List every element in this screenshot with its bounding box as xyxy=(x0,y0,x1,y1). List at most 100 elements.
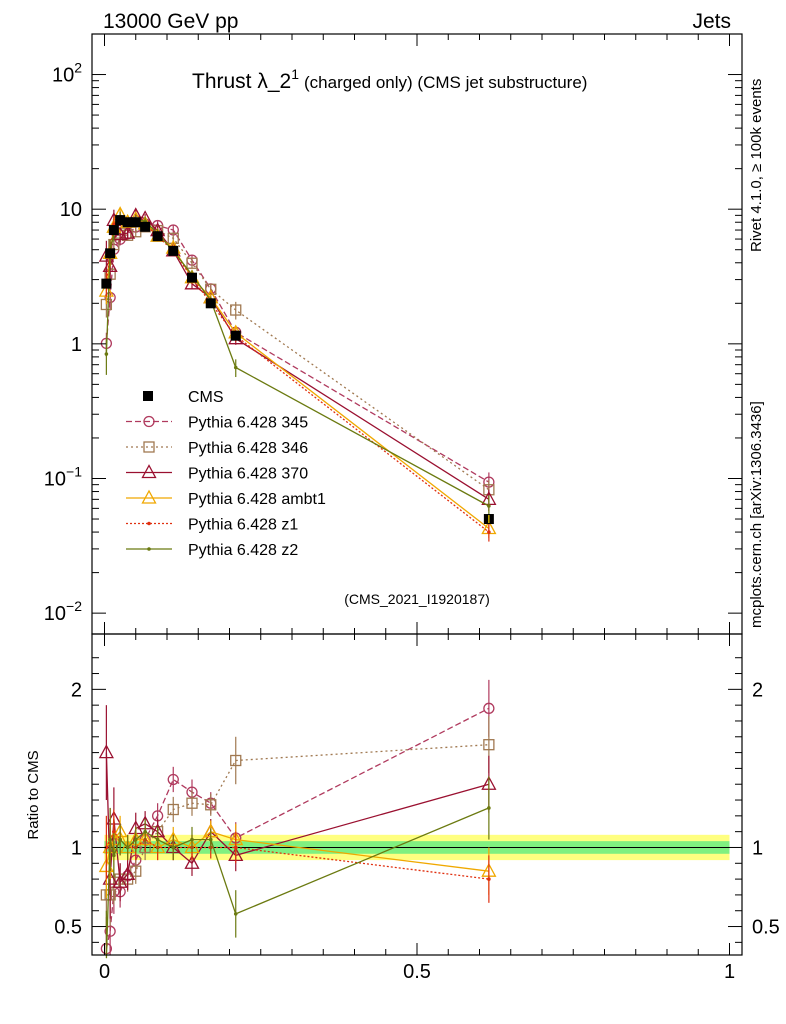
ratio-tick-label-right-2: 0.5 xyxy=(752,917,780,939)
ratio-axis-label: Ratio to CMS xyxy=(25,750,42,839)
ratio-tick-label-left-1: 1 xyxy=(71,837,82,859)
cms-point-10 xyxy=(205,298,216,309)
ratio-point-1-10 xyxy=(205,799,217,811)
cms-point-4 xyxy=(122,217,133,228)
legend-label-2: Pythia 6.428 370 xyxy=(188,466,308,483)
legend-marker-5 xyxy=(147,547,151,551)
ratio-point-0-12 xyxy=(483,702,495,714)
legend-marker-1 xyxy=(143,441,155,453)
cms-point-7 xyxy=(152,231,163,242)
ratio-line-0 xyxy=(105,707,490,949)
upper-tick-label-0: 102 xyxy=(52,60,82,87)
cms-point-8 xyxy=(168,245,179,256)
upper-series-lines xyxy=(98,206,497,542)
legend-label-cms: CMS xyxy=(188,389,224,406)
ratio-frame xyxy=(91,633,743,956)
ratio-point-2-9 xyxy=(184,854,200,869)
upper-tick-base-3: 10 xyxy=(44,468,66,490)
cms-point-3 xyxy=(115,215,126,226)
x-tick-label-0: 0 xyxy=(99,961,110,983)
x-tick-label-2: 1 xyxy=(724,961,735,983)
ratio-point-5-2 xyxy=(112,853,116,858)
ratio-point-2-0 xyxy=(98,744,114,759)
plot-title: Thrust λ_21 (charged only) (CMS jet subst… xyxy=(192,66,587,93)
legend-marker-4 xyxy=(147,521,151,526)
ratio-tick-label-right-1: 1 xyxy=(752,837,763,859)
header-jets-label: Jets xyxy=(692,10,731,33)
legend: CMS Pythia 6.428 345 Pythia 6.428 346 Pythi… xyxy=(126,389,326,559)
legend-label-5: Pythia 6.428 z2 xyxy=(188,542,298,559)
legend-label-1: Pythia 6.428 346 xyxy=(188,440,308,457)
header-energy-label: 13000 GeV pp xyxy=(103,10,238,33)
upper-tick-exp-3: −1 xyxy=(66,463,82,479)
legend-label-0: Pythia 6.428 345 xyxy=(188,415,308,432)
plot-title-main: Thrust λ_2 xyxy=(192,70,291,93)
upper-point-2-4 xyxy=(120,224,136,239)
ratio-tick-label-left-0: 2 xyxy=(71,679,82,701)
upper-point-4-12 xyxy=(487,530,491,534)
plot-title-small: (charged only) (CMS jet substructure) xyxy=(304,73,587,92)
ratio-point-5-6 xyxy=(143,829,147,834)
ratio-point-5-4 xyxy=(125,845,130,850)
cms-point-0 xyxy=(101,278,112,289)
ratio-point-4-0 xyxy=(104,845,109,850)
legend-label-4: Pythia 6.428 z1 xyxy=(188,517,298,534)
upper-point-5-11 xyxy=(233,365,238,370)
legend-marker-2 xyxy=(141,464,157,479)
ratio-point-2-3 xyxy=(112,873,128,888)
ratio-point-4-11 xyxy=(233,845,238,850)
ratio-line-5 xyxy=(105,807,490,959)
ratio-point-5-10 xyxy=(208,837,213,842)
mcplots-label: mcplots.cern.ch [arXiv:1306.3436] xyxy=(748,401,765,628)
cms-point-2 xyxy=(108,225,119,236)
upper-tick-label-1: 10 xyxy=(60,199,82,221)
cms-point-11 xyxy=(230,330,241,341)
upper-tick-base-0: 10 xyxy=(52,65,74,87)
ratio-point-5-7 xyxy=(155,837,160,842)
upper-point-5-12 xyxy=(487,504,491,508)
upper-point-2-1 xyxy=(102,258,118,273)
x-tick-label-1: 0.5 xyxy=(403,961,431,983)
legend-label-3: Pythia 6.428 ambt1 xyxy=(188,491,326,508)
cms-point-9 xyxy=(187,272,197,283)
rivet-label: Rivet 4.1.0, ≥ 100k events xyxy=(748,79,765,252)
upper-tick-exp-0: 2 xyxy=(74,60,82,76)
ratio-point-5-1 xyxy=(108,837,112,842)
upper-tick-label-3: 10−1 xyxy=(44,463,82,490)
ratio-point-5-12 xyxy=(487,806,491,810)
upper-tick-label-2: 1 xyxy=(71,334,82,356)
upper-point-1-9 xyxy=(186,257,198,269)
ratio-point-1-5 xyxy=(130,865,142,877)
ratio-point-5-8 xyxy=(171,845,176,850)
ratio-point-1-8 xyxy=(167,803,179,816)
ratio-point-1-11 xyxy=(230,754,242,767)
ratio-point-4-12 xyxy=(487,877,491,881)
legend-marker-3 xyxy=(141,489,157,504)
plot-title-sup: 1 xyxy=(291,66,299,82)
upper-tick-base-4: 10 xyxy=(44,603,66,625)
ratio-point-5-5 xyxy=(133,837,138,842)
ratio-point-1-9 xyxy=(186,797,198,809)
ratio-line-2 xyxy=(105,752,490,884)
upper-point-1-11 xyxy=(230,304,242,316)
ratio-point-5-11 xyxy=(233,912,238,916)
legend-marker-cms xyxy=(143,391,153,401)
ratio-point-5-9 xyxy=(190,837,194,842)
upper-tick-exp-4: −2 xyxy=(66,598,82,614)
ratio-point-5-3 xyxy=(118,837,122,842)
upper-point-5-0 xyxy=(104,352,109,356)
upper-tick-label-4: 10−2 xyxy=(44,598,82,625)
cms-point-1 xyxy=(105,248,116,259)
ratio-point-4-2 xyxy=(112,829,116,834)
upper-point-0-1 xyxy=(104,291,116,304)
cms-point-5 xyxy=(130,217,141,228)
ratio-tick-label-left-2: 0.5 xyxy=(54,917,82,939)
ratio-point-1-12 xyxy=(483,739,495,751)
ratio-point-0-8 xyxy=(167,773,179,786)
cms-point-6 xyxy=(140,221,151,232)
analysis-id: (CMS_2021_I1920187) xyxy=(344,591,490,607)
ratio-series-lines xyxy=(98,679,497,959)
legend-marker-0 xyxy=(143,415,155,428)
